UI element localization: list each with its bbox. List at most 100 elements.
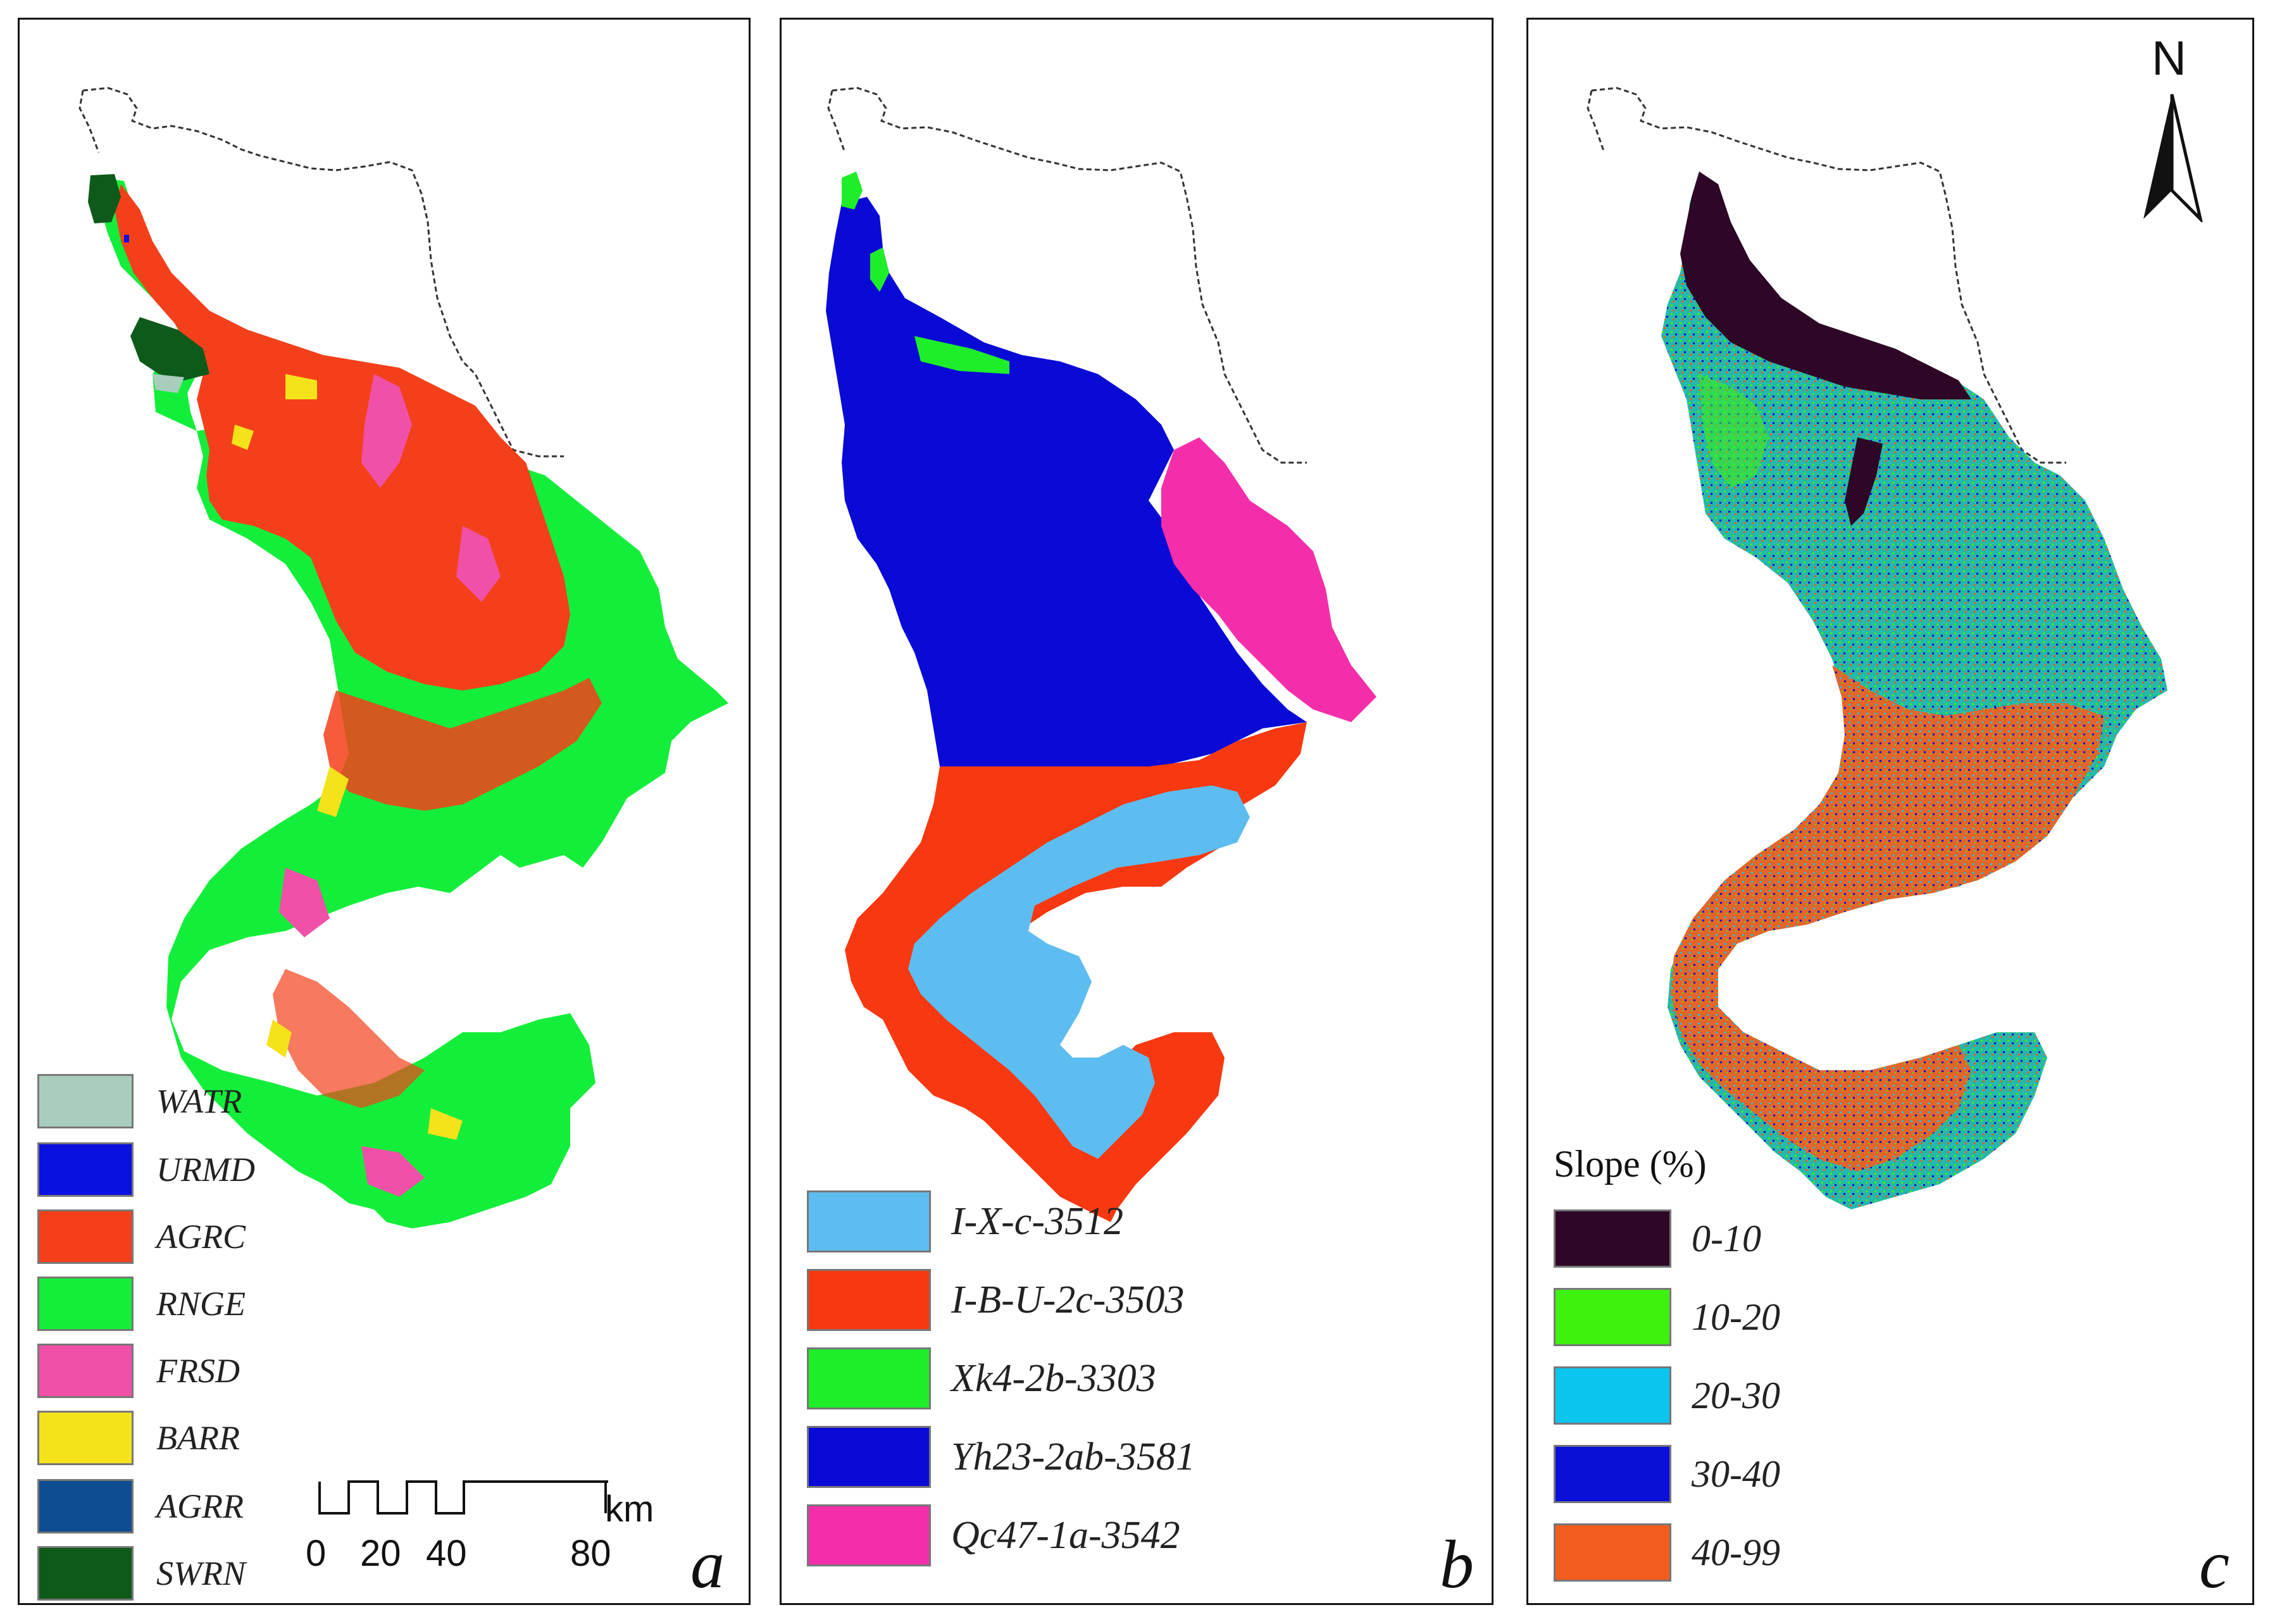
legend-swatch bbox=[37, 1479, 134, 1533]
region-agrc-mid bbox=[323, 678, 602, 811]
legend-label: WATR bbox=[156, 1082, 242, 1120]
legend-swatch bbox=[807, 1190, 931, 1252]
legend-item-10-20: 10-20 bbox=[1554, 1288, 1780, 1346]
scale-tick-40: 40 bbox=[426, 1533, 467, 1574]
panel-letter: a bbox=[690, 1527, 725, 1602]
legend-swatch bbox=[37, 1074, 134, 1128]
region-xk4-2b-3303-c bbox=[914, 336, 1009, 374]
region-barr-3 bbox=[317, 766, 349, 817]
legend-item-xk4-2b-3303: Xk4-2b-3303 bbox=[807, 1347, 1156, 1409]
legend-swatch bbox=[37, 1411, 134, 1465]
legend-item-rnge: RNGE bbox=[37, 1277, 246, 1331]
region-qc47-1a-3542 bbox=[1161, 437, 1376, 722]
legend-swatch bbox=[1554, 1366, 1671, 1425]
legend-label: SWRN bbox=[156, 1554, 246, 1592]
legend-item-urmd: URMD bbox=[37, 1142, 255, 1197]
panel-letter: c bbox=[2199, 1527, 2229, 1602]
legend-item-yh23-2ab-3581: Yh23-2ab-3581 bbox=[807, 1426, 1195, 1488]
region-frsd-4 bbox=[361, 1146, 425, 1197]
legend-label: Yh23-2ab-3581 bbox=[951, 1435, 1195, 1478]
region-i-x-c-3512 bbox=[908, 785, 1250, 1159]
legend-label: I-X-c-3512 bbox=[951, 1199, 1123, 1243]
watershed-boundary-dashed bbox=[832, 87, 1307, 464]
soil-map bbox=[826, 87, 1376, 1222]
legend-item-frsd: FRSD bbox=[37, 1344, 240, 1398]
region-urmd bbox=[124, 235, 129, 242]
legend-item-agrc: AGRC bbox=[37, 1209, 246, 1264]
legend-label: AGRR bbox=[156, 1487, 244, 1525]
legend-swatch bbox=[807, 1426, 931, 1488]
legend-item-i-x-c-3512: I-X-c-3512 bbox=[807, 1190, 1123, 1252]
region-slope-40-99 bbox=[1671, 665, 2104, 1171]
region-watr bbox=[153, 374, 184, 393]
watershed-boundary-dashed bbox=[1591, 87, 2066, 464]
region-xk4-2b-3303-a bbox=[842, 172, 863, 209]
region-agrc-south bbox=[273, 969, 425, 1108]
region-slope-0-10 bbox=[1680, 172, 1971, 399]
land-use-map bbox=[78, 87, 728, 1228]
legend-item-i-b-u-2c-3503: I-B-U-2c-3503 bbox=[807, 1269, 1184, 1331]
region-barr-4 bbox=[266, 1020, 292, 1058]
legend-swatch bbox=[1554, 1288, 1671, 1346]
region-swrn-north bbox=[88, 174, 121, 223]
scale-bar bbox=[318, 1480, 608, 1515]
region-frsd-3 bbox=[279, 868, 330, 937]
legend-swatch bbox=[1554, 1445, 1671, 1503]
legend-swatch bbox=[37, 1142, 134, 1197]
legend-swatch bbox=[37, 1344, 134, 1398]
region-agrc-north bbox=[115, 184, 570, 690]
legend-label: 20-30 bbox=[1692, 1374, 1780, 1416]
legend-swatch bbox=[37, 1209, 134, 1264]
legend-label: RNGE bbox=[156, 1285, 246, 1323]
legend-swatch bbox=[1554, 1209, 1671, 1268]
legend-title: Slope (%) bbox=[1554, 1143, 1707, 1185]
panel-a-land-use-map: WATR URMD AGRC RNGE FRSD BARR AGRR SWRN … bbox=[18, 18, 751, 1605]
watershed-boundary-dashed-left bbox=[1587, 90, 1606, 153]
legend-item-40-99: 40-99 bbox=[1554, 1523, 1780, 1582]
legend-item-0-10: 0-10 bbox=[1554, 1209, 1761, 1268]
region-frsd-2 bbox=[456, 526, 501, 602]
legend-label: Qc47-1a-3542 bbox=[951, 1513, 1180, 1557]
panel-b-soil-map: I-X-c-3512 I-B-U-2c-3503 Xk4-2b-3303 Yh2… bbox=[780, 18, 1494, 1605]
legend-label: BARR bbox=[156, 1419, 240, 1457]
region-slope-mixed bbox=[1661, 172, 2167, 1209]
legend-label: AGRC bbox=[156, 1218, 246, 1256]
legend-item-qc47-1a-3542: Qc47-1a-3542 bbox=[807, 1504, 1180, 1566]
legend-swatch bbox=[37, 1546, 134, 1601]
legend-swatch bbox=[807, 1504, 931, 1566]
scale-tick-20: 20 bbox=[360, 1533, 401, 1574]
region-slope-0-10-valley bbox=[1845, 437, 1883, 526]
watershed-boundary-dashed-left bbox=[827, 90, 846, 153]
legend-item-30-40: 30-40 bbox=[1554, 1445, 1780, 1503]
panel-letter: b bbox=[1440, 1527, 1474, 1602]
legend-label: 10-20 bbox=[1692, 1296, 1780, 1338]
north-label: N bbox=[2152, 32, 2186, 85]
watershed-boundary-dashed bbox=[82, 87, 564, 458]
region-swrn-middle bbox=[130, 317, 209, 380]
legend-label: Xk4-2b-3303 bbox=[951, 1356, 1156, 1400]
legend-swatch bbox=[807, 1347, 931, 1409]
legend-item-agrr: AGRR bbox=[37, 1479, 244, 1533]
legend-label: I-B-U-2c-3503 bbox=[951, 1278, 1185, 1321]
region-xk4-2b-3303-b bbox=[870, 247, 889, 292]
legend-label: 0-10 bbox=[1692, 1217, 1761, 1259]
legend-label: URMD bbox=[156, 1151, 255, 1189]
legend-item-barr: BARR bbox=[37, 1411, 240, 1465]
region-slope-10-20 bbox=[1699, 374, 1769, 488]
region-barr-1 bbox=[285, 374, 317, 399]
legend-swatch bbox=[37, 1277, 134, 1331]
region-barr-2 bbox=[232, 425, 254, 450]
legend-item-swrn: SWRN bbox=[37, 1546, 246, 1601]
legend-swatch bbox=[1554, 1523, 1671, 1582]
legend-label: 40-99 bbox=[1692, 1531, 1780, 1573]
panel-c-slope-map: N Slope (%) 0-10 10-20 20-30 30-40 40-99… bbox=[1526, 18, 2254, 1605]
legend-item-20-30: 20-30 bbox=[1554, 1366, 1780, 1425]
watershed-boundary-dashed-left bbox=[78, 90, 100, 153]
legend-swatch bbox=[807, 1269, 931, 1331]
legend-label: FRSD bbox=[156, 1352, 240, 1390]
legend-label: 30-40 bbox=[1692, 1452, 1780, 1495]
scale-unit: km bbox=[605, 1489, 654, 1530]
north-arrow-icon bbox=[2143, 94, 2203, 222]
legend-item-watr: WATR bbox=[37, 1074, 242, 1128]
scale-tick-80: 80 bbox=[570, 1533, 611, 1574]
